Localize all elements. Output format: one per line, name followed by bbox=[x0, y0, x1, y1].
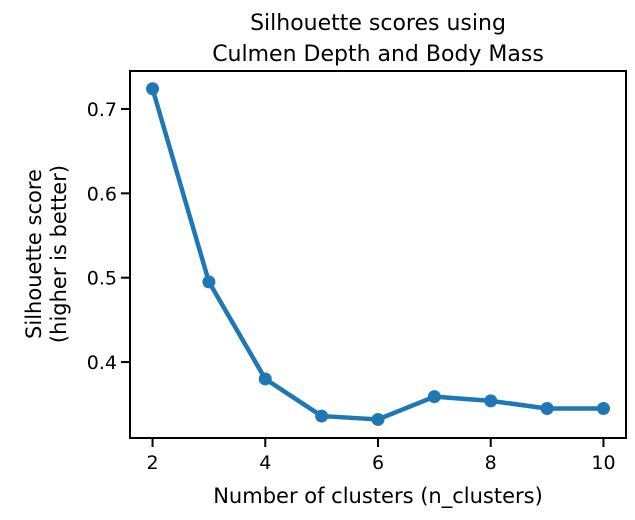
data-point bbox=[427, 390, 441, 404]
y-tick-label: 0.5 bbox=[87, 268, 117, 290]
chart-title-line-1: Silhouette scores using bbox=[250, 11, 506, 36]
data-point bbox=[202, 275, 216, 289]
data-point bbox=[484, 394, 498, 408]
plot-frame bbox=[129, 70, 627, 439]
data-point bbox=[371, 412, 385, 426]
y-axis-label-line-1: Silhouette score bbox=[22, 169, 46, 339]
chart-title: Silhouette scores using Culmen Depth and… bbox=[212, 11, 544, 67]
data-point bbox=[146, 82, 160, 96]
data-point bbox=[258, 372, 272, 386]
x-tick-label: 10 bbox=[591, 452, 615, 474]
series-line bbox=[150, 86, 606, 422]
plot-series bbox=[146, 82, 610, 426]
x-axis-label: Number of clusters (n_clusters) bbox=[213, 484, 543, 509]
y-axis-label-line-2: (higher is better) bbox=[47, 165, 71, 343]
y-axis-label: Silhouette score (higher is better) bbox=[22, 165, 71, 343]
x-tick-label: 4 bbox=[259, 452, 271, 474]
x-tick-label: 2 bbox=[146, 452, 158, 474]
chart-title-line-2: Culmen Depth and Body Mass bbox=[212, 42, 544, 67]
x-tick-label: 6 bbox=[372, 452, 384, 474]
axis-ticks: 2 4 6 8 10 0.4 0.5 0.6 0.7 bbox=[87, 99, 616, 474]
x-tick-label: 8 bbox=[485, 452, 497, 474]
data-point bbox=[596, 401, 610, 415]
y-tick-label: 0.6 bbox=[87, 183, 117, 205]
data-point bbox=[315, 409, 329, 423]
y-tick-label: 0.7 bbox=[87, 99, 117, 121]
data-point bbox=[540, 401, 554, 415]
y-tick-label: 0.4 bbox=[87, 352, 117, 374]
